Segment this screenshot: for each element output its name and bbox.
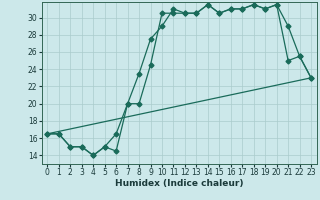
X-axis label: Humidex (Indice chaleur): Humidex (Indice chaleur) xyxy=(115,179,244,188)
